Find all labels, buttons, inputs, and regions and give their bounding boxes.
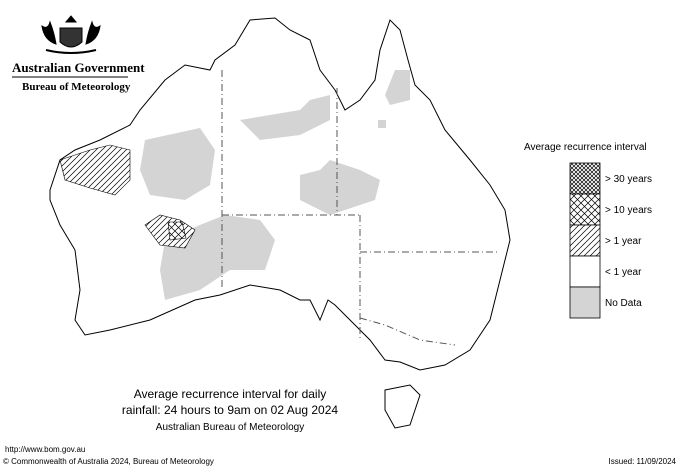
agency-name: Bureau of Meteorology — [22, 81, 131, 93]
legend: > 30 years > 10 years > 1 year < 1 year No D… — [569, 162, 652, 319]
footer-copyright: © Commonwealth of Australia 2024, Bureau… — [3, 457, 214, 466]
legend-swatch — [569, 162, 601, 195]
legend-swatch — [569, 193, 601, 226]
legend-label: > 30 years — [605, 174, 652, 185]
legend-swatch — [569, 224, 601, 257]
over-1-year-area — [59, 144, 131, 196]
caption-line: Average recurrence interval for daily — [134, 387, 327, 401]
tasmania — [384, 384, 421, 429]
caption-line: rainfall: 24 hours to 9am on 02 Aug 2024 — [122, 403, 338, 417]
over-10-years-area — [167, 221, 187, 241]
map — [49, 17, 511, 429]
government-name: Australian Government — [12, 60, 145, 75]
legend-label: > 1 year — [605, 236, 642, 247]
legend-label: No Data — [605, 298, 642, 309]
legend-label: > 10 years — [605, 205, 652, 216]
footer-issued: Issued: 11/09/2024 — [609, 457, 677, 466]
caption-line: Australian Bureau of Meteorology — [156, 422, 304, 433]
legend-swatch — [569, 286, 601, 319]
legend-swatch — [569, 255, 601, 288]
footer-url: http://www.bom.gov.au — [5, 445, 85, 454]
emblem — [41, 15, 101, 54]
legend-title: Average recurrence interval — [524, 142, 647, 153]
legend-label: < 1 year — [605, 267, 642, 278]
state-border — [359, 317, 456, 346]
